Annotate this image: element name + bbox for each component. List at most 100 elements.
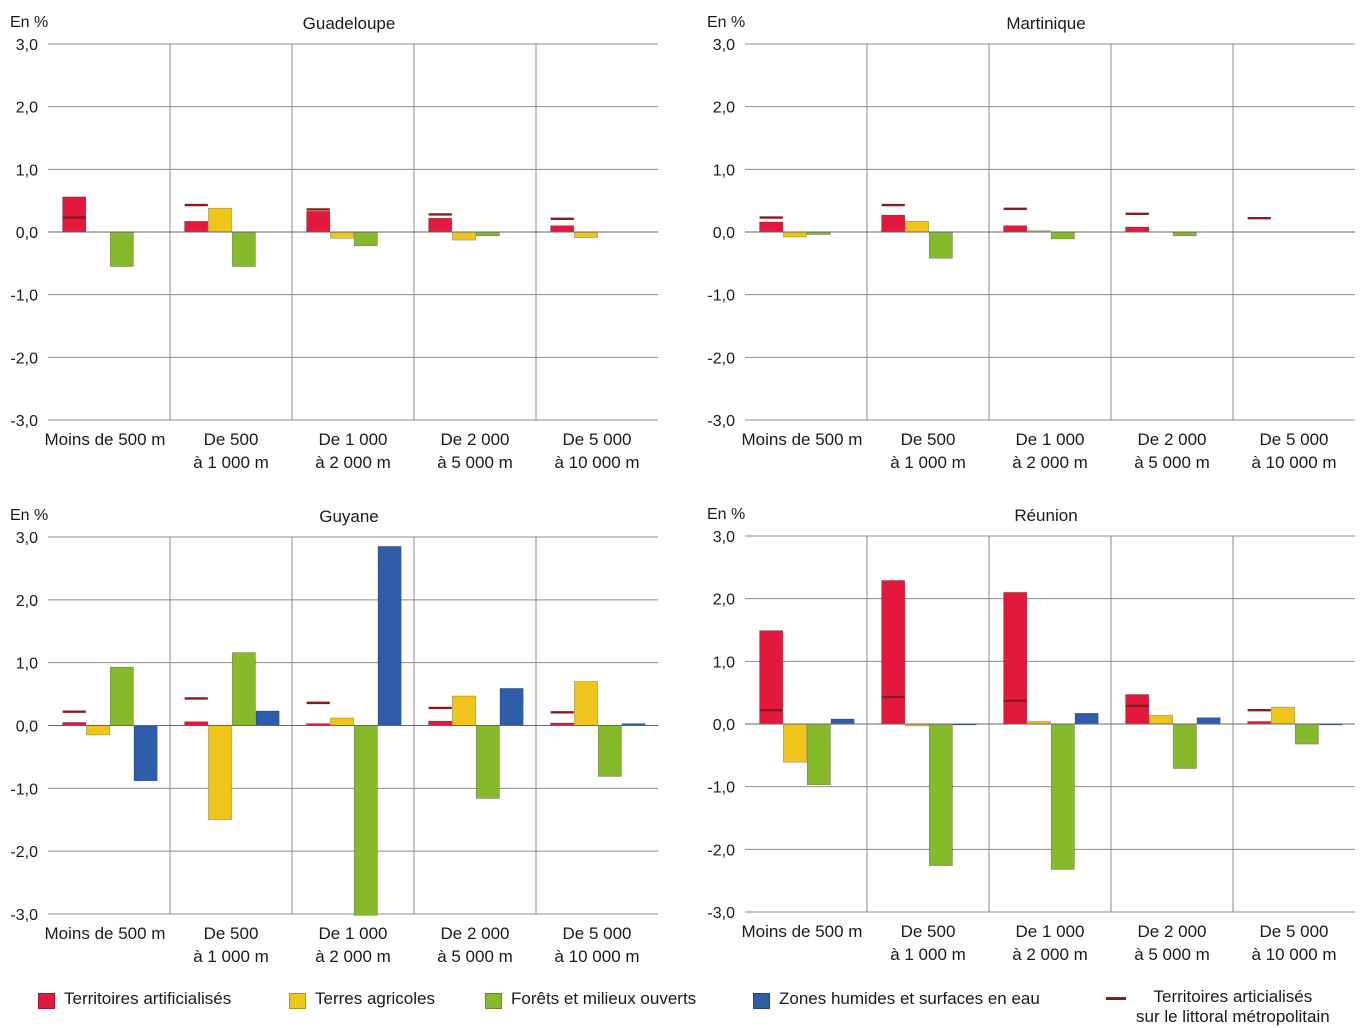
bar-agricoles — [208, 725, 232, 821]
bar-territoires — [881, 214, 906, 233]
bar-territoires — [1125, 694, 1150, 725]
y-tick-label: -3,0 — [707, 905, 735, 922]
bar-territoires — [428, 217, 453, 233]
x-tick-label: à 5 000 m — [437, 947, 513, 966]
legend-swatch-territoires — [38, 993, 55, 1009]
bar-agricoles — [208, 207, 232, 233]
x-tick-label: De 500 — [204, 430, 259, 449]
bar-territoires — [428, 720, 453, 726]
x-tick-label: à 10 000 m — [1251, 453, 1336, 472]
x-tick-label: De 1 000 — [319, 924, 388, 943]
x-tick-label: De 1 000 — [1016, 430, 1085, 449]
legend-item-agricoles: Terres agricoles — [289, 989, 435, 1009]
bar-agricoles — [1149, 714, 1173, 725]
x-tick-label: Moins de 500 m — [45, 430, 166, 449]
bar-forets — [353, 725, 378, 916]
y-tick-label: -3,0 — [10, 907, 38, 924]
y-tick-label: 1,0 — [713, 162, 735, 179]
bar-agricoles — [783, 231, 807, 238]
x-tick-label: De 5 000 — [1260, 430, 1329, 449]
y-tick-label: 3,0 — [16, 37, 38, 54]
y-tick-label: 0,0 — [713, 225, 735, 242]
legend: Territoires artificialisés Terres agrico… — [0, 985, 1365, 1028]
x-tick-label: à 2 000 m — [315, 947, 391, 966]
bar-territoires — [1125, 226, 1150, 233]
y-axis-unit-label: En % — [707, 506, 745, 523]
y-tick-label: 0,0 — [713, 717, 735, 734]
bar-agricoles — [330, 717, 354, 726]
x-tick-label: à 5 000 m — [437, 453, 513, 472]
x-tick-label: à 2 000 m — [1012, 945, 1088, 964]
bar-territoires — [550, 225, 575, 233]
y-tick-label: -1,0 — [707, 288, 735, 305]
y-tick-label: -2,0 — [10, 350, 38, 367]
bar-zones-humides — [1196, 717, 1221, 725]
bar-territoires — [184, 721, 209, 726]
x-tick-label: De 5 000 — [1260, 922, 1329, 941]
x-tick-label: à 5 000 m — [1134, 453, 1210, 472]
bar-forets — [1172, 231, 1197, 237]
y-tick-label: -1,0 — [707, 780, 735, 797]
y-tick-label: 1,0 — [16, 162, 38, 179]
bar-forets — [928, 231, 953, 259]
x-tick-label: à 1 000 m — [890, 453, 966, 472]
x-tick-label: à 1 000 m — [193, 453, 269, 472]
legend-label-littoral-1: Territoires articialisés — [1153, 987, 1313, 1006]
bar-zones-humides — [377, 546, 402, 726]
y-tick-label: 1,0 — [713, 654, 735, 671]
bar-zones-humides — [255, 710, 280, 726]
y-tick-label: 0,0 — [16, 225, 38, 242]
x-tick-label: De 2 000 — [441, 924, 510, 943]
chart-panel-0: Guadeloupe En % 3,0 2,0 1,0 0,0 -1,0 -2,0 -3,0 Mo… — [10, 14, 658, 472]
bar-zones-humides — [1074, 712, 1099, 725]
y-tick-label: -1,0 — [10, 288, 38, 305]
y-axis-unit-label: En % — [10, 507, 48, 524]
legend-label-forets: Forêts et milieux ouverts — [511, 989, 697, 1008]
legend-item-zones-humides: Zones humides et surfaces en eau — [753, 989, 1040, 1009]
y-tick-label: 2,0 — [16, 100, 38, 117]
x-tick-label: à 2 000 m — [315, 453, 391, 472]
legend-label-territoires: Territoires artificialisés — [64, 989, 232, 1008]
bar-agricoles — [1271, 706, 1295, 725]
y-tick-label: 0,0 — [16, 719, 38, 736]
y-tick-label: 2,0 — [713, 592, 735, 609]
x-tick-label: à 10 000 m — [1251, 945, 1336, 964]
y-tick-label: 2,0 — [16, 593, 38, 610]
x-tick-label: De 1 000 — [1016, 922, 1085, 941]
x-tick-label: à 1 000 m — [193, 947, 269, 966]
bar-territoires — [62, 196, 87, 233]
bar-forets — [353, 231, 378, 247]
y-tick-label: -3,0 — [707, 413, 735, 430]
chart-title: Martinique — [1006, 14, 1085, 33]
x-tick-label: à 1 000 m — [890, 945, 966, 964]
bar-agricoles — [452, 695, 476, 726]
bar-territoires — [306, 211, 331, 233]
y-tick-label: -1,0 — [10, 781, 38, 798]
legend-label-zones-humides: Zones humides et surfaces en eau — [779, 989, 1040, 1008]
bar-territoires — [759, 221, 784, 233]
y-axis-unit-label: En % — [707, 14, 745, 31]
chart-panel-3: Réunion En % 3,0 2,0 1,0 0,0 -1,0 -2,0 -3,0 Moins… — [707, 506, 1355, 964]
bar-territoires — [184, 221, 209, 233]
legend-swatch-agricoles — [289, 993, 306, 1009]
bar-forets — [806, 723, 831, 786]
bar-forets — [1050, 231, 1075, 240]
bar-forets — [231, 652, 256, 726]
bar-territoires — [1003, 225, 1028, 233]
bar-agricoles — [574, 231, 598, 238]
bar-agricoles — [86, 725, 110, 736]
bar-forets — [231, 231, 256, 267]
bar-zones-humides — [830, 718, 855, 725]
y-tick-label: 3,0 — [16, 530, 38, 547]
y-tick-label: 2,0 — [713, 100, 735, 117]
x-tick-label: De 1 000 — [319, 430, 388, 449]
x-tick-label: à 10 000 m — [554, 453, 639, 472]
y-tick-label: -2,0 — [707, 842, 735, 859]
y-tick-label: 3,0 — [713, 529, 735, 546]
bar-forets — [109, 231, 134, 267]
bar-agricoles — [783, 723, 807, 763]
x-tick-label: De 2 000 — [1138, 430, 1207, 449]
bar-forets — [109, 666, 134, 726]
bar-agricoles — [452, 231, 476, 241]
